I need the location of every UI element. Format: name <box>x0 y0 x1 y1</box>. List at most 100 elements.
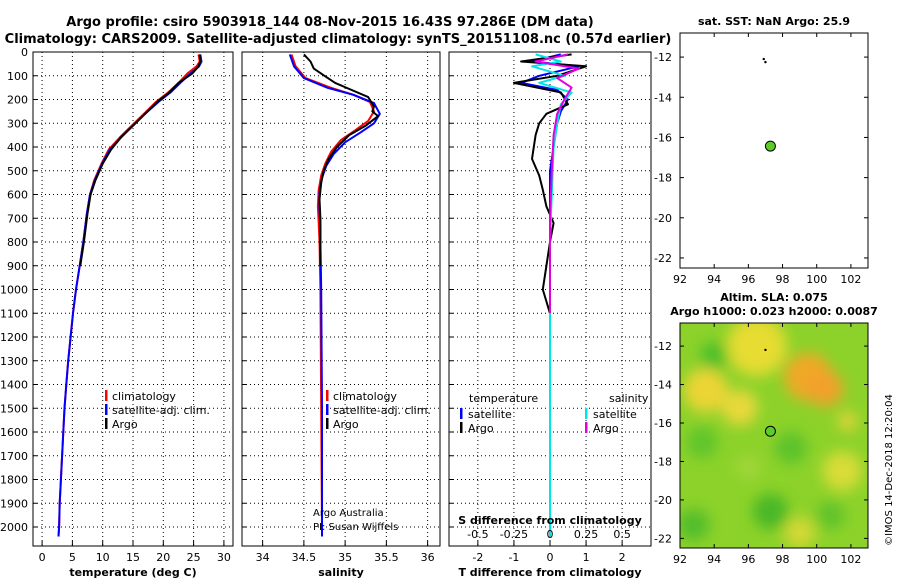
depth-tick-label: 0 <box>21 46 28 59</box>
x-tick-label: 102 <box>840 553 861 566</box>
x-tick-label: 1 <box>583 551 590 564</box>
sla-field <box>680 323 868 548</box>
depth-tick-label: 1600 <box>0 426 28 439</box>
x-axis-label: T difference from climatology <box>458 566 641 579</box>
y-tick-label: -12 <box>654 340 672 353</box>
legend-label: Argo <box>468 422 494 435</box>
sla-map-panel: 92 94 96 98 100 102 -12 -14 -16 -18 -20 -22 Altim. S… <box>654 291 878 566</box>
legend-swatch <box>460 408 463 419</box>
legend-swatch <box>585 422 588 433</box>
sla-spot <box>683 368 728 413</box>
y-tick-label: -18 <box>654 172 672 185</box>
map-subtitle: Argo h1000: 0.023 h2000: 0.0087 <box>670 305 878 318</box>
top-tick-label: -0.5 <box>467 528 488 541</box>
top-axis-label: S difference from climatology <box>458 514 642 527</box>
depth-tick-label: 1000 <box>0 284 28 297</box>
depth-tick-label: 800 <box>7 236 28 249</box>
x-tick-label: 96 <box>741 273 755 286</box>
sla-spot <box>686 426 719 459</box>
x-tick-label: 0 <box>39 551 46 564</box>
sla-spot <box>680 508 710 541</box>
x-tick-label: 96 <box>741 553 755 566</box>
x-tick-label: 35 <box>338 551 352 564</box>
legend-label: satellite <box>593 408 637 421</box>
x-tick-label: 34 <box>256 551 270 564</box>
x-tick-label: 5 <box>69 551 76 564</box>
depth-tick-label: 200 <box>7 94 28 107</box>
x-tick-label: 25 <box>187 551 201 564</box>
x-tick-label: 10 <box>96 551 110 564</box>
x-tick-label: 20 <box>156 551 170 564</box>
title-line-2: Climatology: CARS2009. Satellite-adjuste… <box>5 32 672 47</box>
x-tick-label: 102 <box>840 273 861 286</box>
top-tick-label: 0.25 <box>574 528 599 541</box>
legend-swatch <box>585 408 588 419</box>
plot-frame <box>32 51 234 547</box>
sla-spot <box>775 432 808 464</box>
legend-swatch <box>105 390 108 401</box>
track-point <box>762 57 765 61</box>
sla-spot <box>726 323 787 377</box>
sla-spot <box>752 493 789 530</box>
y-tick-label: -20 <box>654 212 672 225</box>
map-frame <box>679 322 869 549</box>
x-tick-label: 92 <box>673 553 687 566</box>
x-tick-label: 2 <box>619 551 626 564</box>
legend-title-temperature: temperature <box>469 392 538 405</box>
x-tick-label: 0 <box>547 551 554 564</box>
annotation-line-2: PI: Susan Wijffels <box>313 522 398 533</box>
sla-spot <box>807 370 844 407</box>
x-tick-label: -2 <box>472 551 483 564</box>
series-line-argo <box>303 53 380 266</box>
depth-tick-label: 1900 <box>0 497 28 510</box>
difference-panel: -2 -1 0 1 2 T difference from climatology temp… <box>448 51 652 579</box>
legend-label: Argo <box>333 418 359 431</box>
legend-swatch <box>326 404 329 415</box>
depth-tick-label: 2000 <box>0 521 28 534</box>
depth-tick-label: 100 <box>7 70 28 83</box>
sla-spot <box>822 451 863 492</box>
sst-map-panel: 92 94 96 98 100 102 -12 -14 -16 -18 -20 -22 sat. SST… <box>654 15 869 286</box>
salinity-panel: 34 34.5 35 35.5 36 salinity climatologysatelli… <box>241 51 441 579</box>
plot-frame <box>241 51 441 547</box>
depth-tick-label: 1800 <box>0 474 28 487</box>
annotation-line-1: Argo Australia <box>313 508 384 519</box>
legend-label: climatology <box>112 390 176 403</box>
sla-spot <box>837 411 858 432</box>
legend-swatch <box>326 418 329 429</box>
depth-tick-label: 1300 <box>0 355 28 368</box>
depth-tick-label: 1700 <box>0 450 28 463</box>
depth-tick-label: 300 <box>7 117 28 130</box>
y-tick-label: -20 <box>654 494 672 507</box>
y-tick-label: -22 <box>654 252 672 265</box>
depth-tick-label: 500 <box>7 165 28 178</box>
depth-tick-label: 600 <box>7 189 28 202</box>
series-line-climatology <box>57 54 201 537</box>
depth-tick-label: 700 <box>7 212 28 225</box>
x-tick-label: 36 <box>421 551 435 564</box>
x-tick-label: 15 <box>126 551 140 564</box>
x-tick-label: 98 <box>776 553 790 566</box>
map-title: sat. SST: NaN Argo: 25.9 <box>698 15 850 28</box>
legend-swatch <box>105 418 108 429</box>
y-tick-label: -14 <box>654 91 672 104</box>
legend-label: Argo <box>112 418 138 431</box>
depth-tick-label: 1200 <box>0 331 28 344</box>
sla-spot <box>783 516 816 548</box>
argo-position-marker <box>764 140 776 152</box>
y-tick-label: -16 <box>654 417 672 430</box>
x-tick-label: 98 <box>776 273 790 286</box>
y-tick-label: -18 <box>654 455 672 468</box>
legend-label: climatology <box>333 390 397 403</box>
temperature-panel: 0 5 10 15 20 25 300100200300400500600700800900… <box>0 46 234 579</box>
legend-label: satellite-adj. clim. <box>333 404 431 417</box>
y-tick-label: -22 <box>654 532 672 545</box>
depth-tick-label: 1500 <box>0 402 28 415</box>
sla-spot <box>816 501 845 530</box>
top-tick-label: 0 <box>547 528 554 541</box>
x-tick-label: 94 <box>707 553 721 566</box>
plot-frame <box>448 51 652 547</box>
legend-swatch <box>460 422 463 433</box>
x-tick-label: 30 <box>217 551 231 564</box>
